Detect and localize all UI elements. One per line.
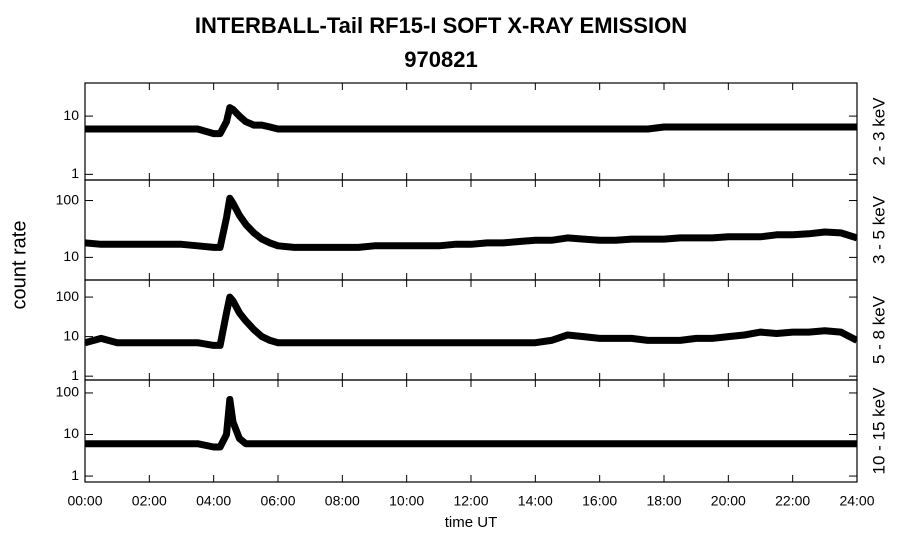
y-tick-label: 10 (63, 107, 79, 123)
y-axis-label: count rate (8, 221, 30, 310)
x-tick-label: 20:00 (711, 493, 746, 509)
chart-subtitle: 970821 (404, 47, 477, 72)
legend-label: 5 - 8 keV (869, 295, 888, 364)
x-tick-label: 14:00 (518, 493, 553, 509)
x-tick-label: 00:00 (67, 493, 102, 509)
y-tick-label: 100 (56, 288, 80, 304)
x-tick-label: 24:00 (839, 493, 874, 509)
y-tick-label: 10 (63, 425, 79, 441)
x-tick-label: 16:00 (582, 493, 617, 509)
y-tick-label: 1 (71, 165, 79, 181)
y-tick-label: 1 (71, 467, 79, 483)
chart-title: INTERBALL-Tail RF15-I SOFT X-RAY EMISSIO… (195, 13, 687, 38)
data-line (85, 194, 857, 251)
x-tick-label: 08:00 (325, 493, 360, 509)
legend-label: 10 - 15 keV (869, 387, 888, 475)
data-line (85, 395, 857, 451)
x-tick-label: 22:00 (775, 493, 810, 509)
x-axis-label: time UT (445, 514, 498, 531)
legend-label: 2 - 3 keV (869, 97, 888, 166)
y-tick-label: 10 (63, 327, 79, 343)
x-tick-label: 10:00 (389, 493, 424, 509)
x-tick-label: 06:00 (260, 493, 295, 509)
legend-label: 3 - 5 keV (869, 195, 888, 264)
y-tick-label: 1 (71, 367, 79, 383)
data-line (85, 293, 857, 349)
x-tick-label: 02:00 (132, 493, 167, 509)
y-tick-label: 100 (56, 191, 80, 207)
x-tick-label: 18:00 (646, 493, 681, 509)
data-line (85, 104, 857, 138)
x-tick-label: 12:00 (453, 493, 488, 509)
y-tick-label: 10 (63, 248, 79, 264)
x-tick-label: 04:00 (196, 493, 231, 509)
y-tick-label: 100 (56, 384, 80, 400)
